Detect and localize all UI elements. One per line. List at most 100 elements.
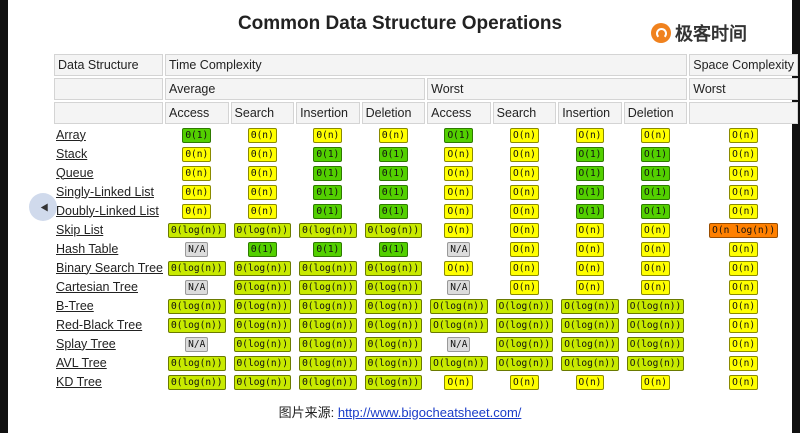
data-structure-link[interactable]: Skip List	[56, 222, 104, 237]
complexity-cell: Θ(log(n))	[231, 259, 295, 276]
header-row-1: Data Structure Time Complexity Space Com…	[54, 54, 798, 76]
complexity-badge: O(n)	[509, 203, 539, 219]
data-structure-link[interactable]: Stack	[56, 146, 88, 161]
complexity-badge: Θ(1)	[378, 241, 408, 257]
complexity-badge: O(1)	[641, 165, 670, 181]
data-structure-link[interactable]: Array	[56, 127, 86, 142]
data-structure-link[interactable]: B-Tree	[56, 298, 94, 313]
complexity-badge: O(n)	[509, 222, 539, 238]
complexity-badge: O(log(n))	[561, 336, 619, 352]
complexity-badge: Θ(n)	[182, 165, 212, 181]
header-space-worst: Worst	[689, 78, 798, 100]
header-op-search-average: Search	[230, 102, 295, 124]
data-structure-link[interactable]: Red-Black Tree	[56, 317, 143, 332]
complexity-badge: O(log(n))	[430, 355, 488, 371]
complexity-cell: Θ(1)	[362, 240, 426, 257]
complexity-badge: Θ(log(n))	[233, 222, 292, 238]
header-time-complexity: Time Complexity	[165, 54, 688, 76]
complexity-cell: O(n)	[624, 221, 688, 238]
complexity-badge: O(log(n))	[561, 355, 619, 371]
complexity-badge: Θ(log(n))	[299, 336, 357, 352]
complexity-cell: O(n)	[624, 126, 688, 143]
complexity-table: Data Structure Time Complexity Space Com…	[52, 52, 800, 392]
complexity-cell: O(n)	[493, 240, 557, 257]
complexity-cell: O(n)	[689, 164, 798, 181]
complexity-cell: Θ(n)	[231, 145, 295, 162]
table-row: Cartesian Tree N/A Θ(log(n)) Θ(log(n)) Θ(log…	[54, 278, 798, 295]
complexity-badge: O(log(n))	[626, 298, 685, 314]
complexity-cell: Θ(log(n))	[231, 335, 295, 352]
complexity-badge: O(n)	[641, 241, 670, 257]
complexity-badge: O(log(n))	[561, 317, 619, 333]
header-op-insertion-worst: Insertion	[558, 102, 622, 124]
complexity-badge: Θ(log(n))	[299, 374, 357, 390]
complexity-cell: Θ(log(n))	[231, 316, 295, 333]
complexity-cell: O(log(n))	[624, 316, 688, 333]
complexity-badge: O(n)	[509, 165, 539, 181]
complexity-badge: Θ(log(n))	[364, 355, 423, 371]
right-edge	[792, 0, 800, 433]
complexity-cell: O(n)	[493, 373, 557, 390]
complexity-badge: N/A	[447, 279, 471, 295]
complexity-cell: O(n)	[689, 202, 798, 219]
complexity-cell: Θ(log(n))	[296, 316, 360, 333]
complexity-cell: Θ(log(n))	[231, 297, 295, 314]
complexity-cell: Θ(log(n))	[165, 354, 229, 371]
source-link[interactable]: http://www.bigocheatsheet.com/	[337, 405, 522, 420]
complexity-cell: Θ(log(n))	[231, 221, 295, 238]
complexity-cell: Θ(log(n))	[231, 278, 295, 295]
complexity-badge: O(n)	[729, 146, 759, 162]
complexity-badge: Θ(log(n))	[299, 279, 357, 295]
complexity-cell: Θ(n)	[362, 126, 426, 143]
complexity-cell: O(n)	[689, 354, 798, 371]
data-structure-link[interactable]: Queue	[56, 165, 94, 180]
logo-text: 极客时间	[675, 24, 747, 44]
complexity-cell: Θ(log(n))	[231, 354, 295, 371]
complexity-cell: O(n)	[493, 259, 557, 276]
complexity-badge: O(n)	[444, 374, 474, 390]
complexity-badge: O(n)	[575, 374, 605, 390]
complexity-cell: O(1)	[624, 145, 688, 162]
complexity-badge: O(n)	[729, 279, 759, 295]
data-structure-link[interactable]: AVL Tree	[56, 355, 107, 370]
complexity-cell: O(log(n))	[624, 297, 688, 314]
data-structure-link[interactable]: Doubly-Linked List	[56, 203, 159, 218]
complexity-cell: O(log(n))	[493, 297, 557, 314]
complexity-cell: Θ(1)	[296, 145, 360, 162]
data-structure-link[interactable]: Splay Tree	[56, 336, 116, 351]
complexity-badge: N/A	[185, 279, 209, 295]
complexity-cell: Θ(n)	[296, 126, 360, 143]
complexity-cell: O(n)	[558, 278, 622, 295]
complexity-cell: O(n)	[427, 221, 491, 238]
complexity-cell: O(log(n))	[624, 354, 688, 371]
data-structure-link[interactable]: Binary Search Tree	[56, 260, 163, 275]
complexity-cell: O(n)	[427, 164, 491, 181]
complexity-badge: O(log(n))	[430, 317, 488, 333]
header-worst: Worst	[427, 78, 688, 100]
complexity-cell: Θ(log(n))	[362, 316, 426, 333]
complexity-cell: O(log(n))	[493, 335, 557, 352]
complexity-badge: O(n)	[729, 336, 759, 352]
data-structure-link[interactable]: Hash Table	[56, 241, 119, 256]
data-structure-link[interactable]: Singly-Linked List	[56, 184, 154, 199]
header-space-complexity: Space Complexity	[689, 54, 798, 76]
complexity-cell: O(n)	[689, 259, 798, 276]
table-row: Splay Tree N/A Θ(log(n)) Θ(log(n)) Θ(log(n))…	[54, 335, 798, 352]
complexity-badge: O(n)	[444, 184, 474, 200]
table-row: Binary Search Tree Θ(log(n)) Θ(log(n)) Θ(lo…	[54, 259, 798, 276]
data-structure-link[interactable]: KD Tree	[56, 374, 102, 389]
complexity-badge: Θ(1)	[378, 203, 408, 219]
logo: 极客时间	[651, 20, 747, 46]
complexity-cell: O(n)	[493, 183, 557, 200]
complexity-cell: Θ(log(n))	[296, 221, 360, 238]
complexity-cell: Θ(log(n))	[362, 297, 426, 314]
complexity-badge: O(n)	[729, 298, 759, 314]
complexity-badge: Θ(1)	[182, 127, 212, 143]
complexity-badge: Θ(1)	[378, 165, 408, 181]
complexity-cell: O(n)	[689, 126, 798, 143]
data-structure-link[interactable]: Cartesian Tree	[56, 279, 138, 294]
complexity-badge: O(n)	[641, 279, 670, 295]
complexity-cell: O(n)	[558, 373, 622, 390]
complexity-badge: O(n)	[641, 222, 670, 238]
table-row: Hash Table N/A Θ(1) Θ(1) Θ(1) N/A O(n) O(n) O(n)…	[54, 240, 798, 257]
